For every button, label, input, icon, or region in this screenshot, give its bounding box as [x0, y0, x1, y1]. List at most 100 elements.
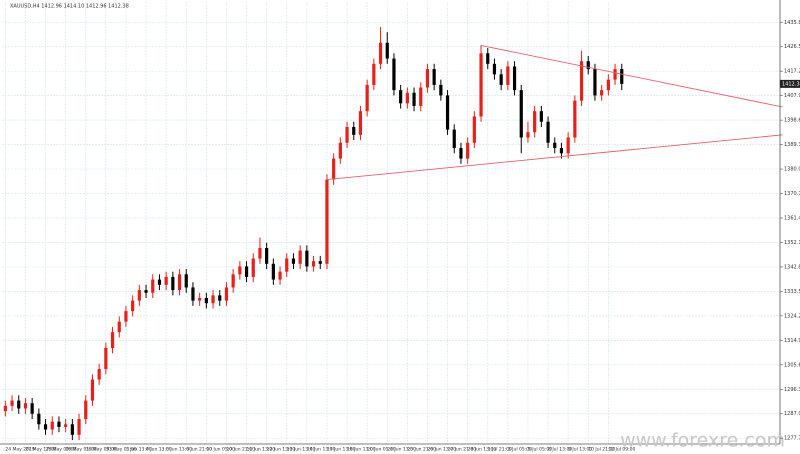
candle-body [50, 421, 54, 430]
candle-body [378, 42, 383, 64]
y-tick-label: 1314.90 [784, 338, 800, 344]
candle-body [332, 158, 336, 180]
candle-body [311, 261, 316, 267]
candle-body [432, 69, 436, 85]
x-tick-label: 28 Jun 13:00 [468, 447, 497, 453]
candle-body [131, 300, 135, 312]
y-tick-label: 1389.30 [784, 142, 800, 148]
y-tick-label: 1361.40 [784, 216, 800, 222]
x-tick-label: 27 May 17:00 [25, 447, 56, 453]
candle-body [77, 419, 81, 435]
candle-body [110, 332, 115, 348]
candle-body [365, 84, 369, 112]
x-tick-label: 10 Jun 05:00 [206, 447, 235, 453]
candle-body [258, 247, 262, 259]
candle-body [271, 263, 275, 280]
candle-body [472, 116, 476, 143]
candle-body [593, 69, 597, 96]
y-tick-label: 1333.50 [784, 289, 800, 295]
candle-body [211, 295, 215, 304]
candle-body [620, 69, 624, 84]
x-tick-label: 5 Jun 13:00 [166, 447, 192, 453]
candle-body [499, 74, 503, 85]
candle-body [573, 100, 577, 138]
candle-body [318, 261, 322, 264]
candle-body [30, 403, 34, 414]
candle-body [164, 276, 168, 285]
candle-body [519, 90, 523, 138]
x-tick-label: 10 Jul 21:00 [588, 447, 615, 453]
x-tick-label: 24 Jun 13:00 [387, 447, 416, 453]
candle-body [459, 148, 463, 159]
candle-body [606, 79, 610, 91]
candle-body [291, 258, 296, 264]
candle-body [533, 111, 537, 133]
x-tick-label: 12 Jul 09:00 [608, 447, 635, 453]
candle-body [506, 66, 510, 85]
x-tick-label: 11 Jun 13:00 [247, 447, 276, 453]
candle-body [298, 250, 302, 264]
x-tick-label: 1 Jul 21:00 [488, 447, 512, 453]
x-tick-label: 14 Jun 13:00 [307, 447, 336, 453]
y-tick-label: 1342.80 [784, 264, 800, 270]
candle-body [144, 290, 148, 293]
candle-body [184, 274, 188, 288]
candle-body [539, 111, 543, 122]
candle-body [64, 424, 68, 427]
candle-body [251, 258, 255, 277]
candle-body [600, 90, 604, 96]
chart-title: XAUUSD,H4 1412.96 1414.10 1412.96 1412.3… [10, 4, 129, 10]
candle-body [613, 69, 617, 80]
candle-body [546, 121, 550, 143]
candle-body [405, 92, 409, 104]
candle-body [372, 63, 376, 85]
x-tick-label: 12 Jun 13:00 [267, 447, 296, 453]
candle-body [244, 266, 249, 277]
candle-body [10, 400, 14, 406]
candle-body [3, 405, 7, 412]
marks [3, 26, 783, 441]
x-tick-label: 29 May 01:00 [66, 447, 97, 453]
trendline [480, 44, 783, 108]
y-tick-label: 1435.80 [784, 20, 800, 26]
watermark: www.forexre.com [620, 430, 785, 452]
candle-body [586, 61, 590, 70]
candle-body [425, 69, 430, 88]
x-tick-label: 26 Jun 13:00 [427, 447, 456, 453]
candle-body [553, 142, 557, 149]
y-tick-label: 1380.00 [784, 167, 800, 173]
candle-body [157, 279, 162, 285]
candle-body [198, 297, 202, 301]
x-tick-label: 30 May 09:00 [86, 447, 117, 453]
y-tick-label: 1305.60 [784, 362, 800, 368]
candle-body [419, 87, 423, 106]
candle-body [204, 297, 208, 304]
y-tick-label: 1370.70 [784, 191, 800, 197]
candle-body [345, 126, 349, 143]
candle-body [325, 179, 329, 264]
candle-body [151, 279, 155, 293]
x-tick-label: 17 Jun 13:00 [327, 447, 356, 453]
candle-body [305, 250, 309, 267]
candle-body [492, 63, 497, 75]
candle-body [278, 271, 282, 280]
candle-body [37, 413, 41, 425]
candle-body [23, 403, 28, 409]
candle-body [117, 321, 121, 333]
candle-body [452, 129, 456, 149]
candle-body [512, 66, 517, 91]
candle-body [90, 379, 95, 401]
x-tick-label: 5 Jul 05:00 [528, 447, 552, 453]
candle-body [231, 274, 235, 288]
x-tick-label: 8 Jul 13:00 [548, 447, 572, 453]
candle-body [104, 347, 108, 370]
candle-body [97, 369, 101, 380]
candle-body [70, 424, 74, 435]
candle-body [486, 53, 490, 64]
y-tick-label: 1352.10 [784, 240, 800, 246]
y-tick-label: 1417.20 [784, 69, 800, 75]
x-tick-label: 13 Jun 13:00 [287, 447, 316, 453]
candle-body [43, 424, 48, 430]
candle-body [479, 53, 483, 117]
